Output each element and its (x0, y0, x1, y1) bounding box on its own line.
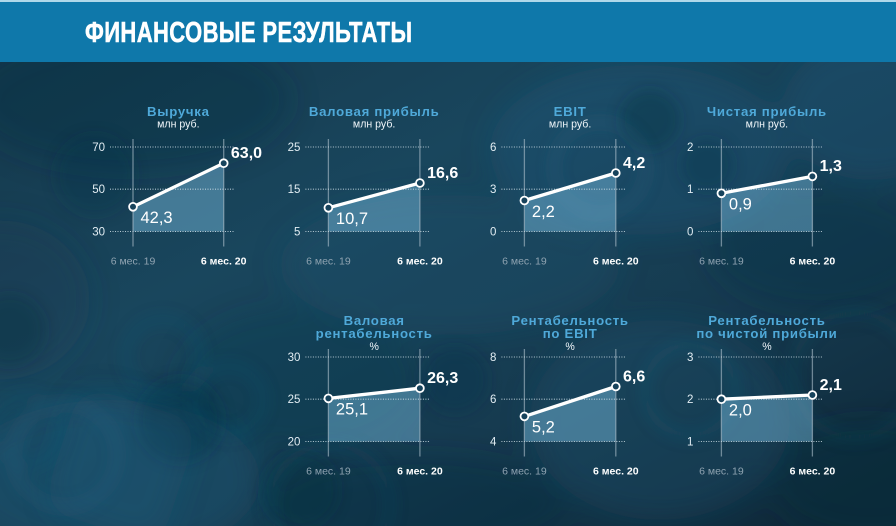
svg-text:4,2: 4,2 (623, 155, 645, 172)
svg-text:6 мес. 19: 6 мес. 19 (699, 466, 744, 478)
svg-text:0: 0 (687, 227, 693, 239)
svg-text:4: 4 (490, 437, 497, 449)
svg-text:1,3: 1,3 (820, 158, 842, 175)
svg-text:%: % (369, 341, 379, 353)
svg-text:Выручка: Выручка (147, 104, 210, 119)
svg-text:26,3: 26,3 (427, 370, 458, 387)
svg-text:3: 3 (687, 352, 693, 364)
svg-text:по чистой прибыли: по чистой прибыли (696, 326, 837, 341)
svg-text:%: % (762, 341, 772, 353)
svg-text:6,6: 6,6 (623, 368, 645, 385)
svg-text:6 мес. 20: 6 мес. 20 (397, 256, 443, 268)
svg-text:1: 1 (687, 184, 693, 196)
svg-text:EBIT: EBIT (554, 104, 587, 119)
svg-text:25: 25 (288, 394, 301, 406)
svg-text:15: 15 (288, 184, 301, 196)
svg-text:2,1: 2,1 (820, 377, 842, 394)
svg-text:30: 30 (288, 352, 301, 364)
svg-text:42,3: 42,3 (141, 209, 173, 227)
svg-text:6 мес. 20: 6 мес. 20 (790, 466, 836, 478)
svg-text:Рентабельность: Рентабельность (511, 313, 628, 328)
svg-text:6 мес. 19: 6 мес. 19 (502, 256, 547, 268)
svg-text:млн руб.: млн руб. (157, 118, 199, 130)
svg-text:%: % (565, 341, 575, 353)
svg-text:3: 3 (490, 184, 496, 196)
svg-text:8: 8 (490, 352, 496, 364)
svg-text:6 мес. 19: 6 мес. 19 (306, 466, 351, 478)
svg-text:по EBIT: по EBIT (543, 326, 598, 341)
svg-text:6 мес. 19: 6 мес. 19 (111, 256, 156, 268)
svg-text:2: 2 (687, 142, 693, 154)
svg-text:млн руб.: млн руб. (549, 118, 591, 130)
svg-text:6 мес. 20: 6 мес. 20 (397, 466, 443, 478)
svg-text:Рентабельность: Рентабельность (708, 313, 825, 328)
svg-text:16,6: 16,6 (427, 165, 458, 182)
svg-text:50: 50 (92, 184, 105, 196)
svg-text:2,0: 2,0 (729, 402, 752, 420)
svg-text:6 мес. 20: 6 мес. 20 (593, 466, 639, 478)
svg-text:70: 70 (92, 142, 105, 154)
svg-text:Чистая прибыль: Чистая прибыль (707, 104, 827, 119)
svg-text:Валовая: Валовая (344, 313, 405, 328)
svg-text:1: 1 (687, 437, 693, 449)
svg-text:63,0: 63,0 (231, 145, 262, 162)
svg-text:2,2: 2,2 (532, 203, 555, 221)
svg-text:6 мес. 20: 6 мес. 20 (201, 256, 247, 268)
svg-text:рентабельность: рентабельность (316, 326, 433, 341)
svg-text:10,7: 10,7 (336, 210, 368, 228)
svg-text:Валовая прибыль: Валовая прибыль (309, 104, 440, 119)
svg-text:0,9: 0,9 (729, 196, 752, 214)
svg-text:20: 20 (288, 437, 301, 449)
svg-text:6 мес. 20: 6 мес. 20 (593, 256, 639, 268)
svg-text:млн руб.: млн руб. (353, 118, 395, 130)
svg-text:2: 2 (687, 394, 693, 406)
svg-text:6 мес. 19: 6 мес. 19 (699, 256, 744, 268)
svg-text:25: 25 (288, 142, 301, 154)
svg-text:6: 6 (490, 142, 496, 154)
svg-text:30: 30 (92, 227, 105, 239)
svg-text:6 мес. 20: 6 мес. 20 (790, 256, 836, 268)
svg-text:6 мес. 19: 6 мес. 19 (306, 256, 351, 268)
svg-text:6 мес. 19: 6 мес. 19 (502, 466, 547, 478)
svg-text:млн руб.: млн руб. (746, 118, 788, 130)
svg-text:6: 6 (490, 394, 496, 406)
svg-text:25,1: 25,1 (336, 401, 368, 419)
svg-text:5,2: 5,2 (532, 419, 555, 437)
svg-text:5: 5 (294, 227, 300, 239)
svg-text:0: 0 (490, 227, 496, 239)
